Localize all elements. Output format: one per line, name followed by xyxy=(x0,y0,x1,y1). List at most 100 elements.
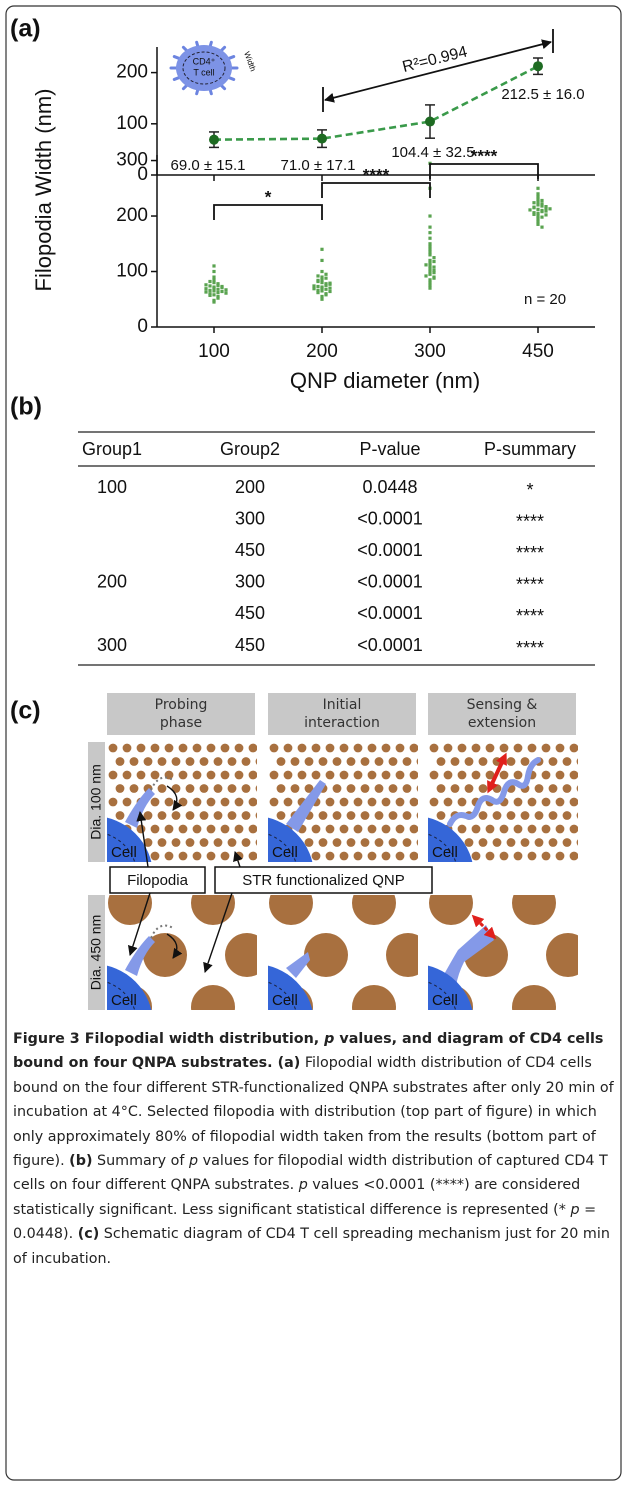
qnp-small xyxy=(410,852,419,861)
column-header: Sensing &extension xyxy=(428,693,576,735)
value-label: 104.4 ± 32.5 xyxy=(391,144,474,161)
swarm-point xyxy=(428,250,431,253)
table-cell: 100 xyxy=(97,477,127,497)
qnp-small xyxy=(514,744,523,753)
swarm-point xyxy=(428,237,431,240)
qnp-small xyxy=(507,838,516,847)
table-cell: **** xyxy=(516,638,544,658)
qnp-small xyxy=(256,784,265,793)
swarm-point xyxy=(312,287,315,290)
swarm-point xyxy=(320,275,323,278)
qnp-small xyxy=(542,852,551,861)
qnp-small xyxy=(521,811,530,820)
qnp-small xyxy=(570,825,579,834)
qnp-small xyxy=(382,744,391,753)
table-cell: **** xyxy=(516,575,544,595)
qnp-small xyxy=(277,784,286,793)
swarm-point xyxy=(528,208,531,211)
qnp-small xyxy=(570,798,579,807)
table-header: Group2 xyxy=(220,439,280,459)
qnp-small xyxy=(165,744,174,753)
qnp-small xyxy=(430,798,439,807)
qnp-small xyxy=(200,811,209,820)
qnp-small xyxy=(193,771,202,780)
qnp-small xyxy=(549,811,558,820)
swarm-point xyxy=(320,248,323,251)
qnp-small xyxy=(116,784,125,793)
value-label: 69.0 ± 15.1 xyxy=(171,157,246,174)
qnp-small xyxy=(214,811,223,820)
qnp-small xyxy=(368,744,377,753)
table-cell: 0.0448 xyxy=(362,477,417,497)
qnp-small xyxy=(151,744,160,753)
data-point xyxy=(533,61,543,71)
y-tick-label: 200 xyxy=(116,62,148,83)
qnp-small xyxy=(312,771,321,780)
cell-label: Cell xyxy=(111,844,137,861)
swarm-point xyxy=(536,212,539,215)
qnp-small xyxy=(403,838,412,847)
table-header: P-value xyxy=(359,439,420,459)
qnp-small xyxy=(403,757,412,766)
qnp-small xyxy=(340,825,349,834)
qnp-small xyxy=(354,852,363,861)
table-cell: **** xyxy=(516,606,544,626)
qnp-large xyxy=(546,933,590,977)
swarm-point xyxy=(216,291,219,294)
swarm-point xyxy=(212,270,215,273)
significance-bracket xyxy=(322,183,430,198)
qnp-small xyxy=(500,744,509,753)
column-header-line: phase xyxy=(107,714,255,732)
qnp-small xyxy=(235,771,244,780)
qnp-small xyxy=(417,784,426,793)
swarm-point xyxy=(428,226,431,229)
table-cell: 300 xyxy=(97,635,127,655)
swarm-point xyxy=(536,223,539,226)
qnp-small xyxy=(144,757,153,766)
swarm-point xyxy=(536,203,539,206)
qnp-small xyxy=(542,798,551,807)
qnp-small xyxy=(479,811,488,820)
qnp-small xyxy=(410,825,419,834)
swarm-point xyxy=(204,283,207,286)
swarm-point xyxy=(212,275,215,278)
qnp-small xyxy=(347,784,356,793)
qnp-small xyxy=(556,852,565,861)
qnp-small xyxy=(277,757,286,766)
caption-run: (a) xyxy=(278,1055,301,1071)
swarm-point xyxy=(428,253,431,256)
swarm-point xyxy=(316,274,319,277)
qnp-small xyxy=(563,784,572,793)
data-point xyxy=(209,135,219,145)
qnp-small xyxy=(235,825,244,834)
swarm-point xyxy=(428,245,431,248)
qnp-small xyxy=(312,825,321,834)
qnp-small xyxy=(298,744,307,753)
swarm-point xyxy=(428,262,431,265)
qnp-small xyxy=(486,852,495,861)
qnp-small xyxy=(277,811,286,820)
qnp-small xyxy=(221,825,230,834)
swarm-point xyxy=(540,210,543,213)
qnp-small xyxy=(326,825,335,834)
data-point xyxy=(425,117,435,127)
qnp-small xyxy=(396,852,405,861)
swarm-point xyxy=(532,206,535,209)
table-cell: <0.0001 xyxy=(357,635,423,655)
qnp-small xyxy=(577,784,586,793)
qnp-small xyxy=(193,744,202,753)
qnp-small xyxy=(319,757,328,766)
swarm-point xyxy=(536,220,539,223)
swarm-point xyxy=(544,213,547,216)
row-header-text: Dia. 100 nm xyxy=(88,764,104,839)
qnp-small xyxy=(284,744,293,753)
value-label: 212.5 ± 16.0 xyxy=(501,86,584,103)
swarm-point xyxy=(540,202,543,205)
qnp-small xyxy=(493,784,502,793)
qnp-small xyxy=(417,757,426,766)
qnp-small xyxy=(116,757,125,766)
table-cell: 200 xyxy=(235,477,265,497)
qnp-small xyxy=(179,771,188,780)
qnp-small xyxy=(242,784,251,793)
qnp-small xyxy=(347,838,356,847)
